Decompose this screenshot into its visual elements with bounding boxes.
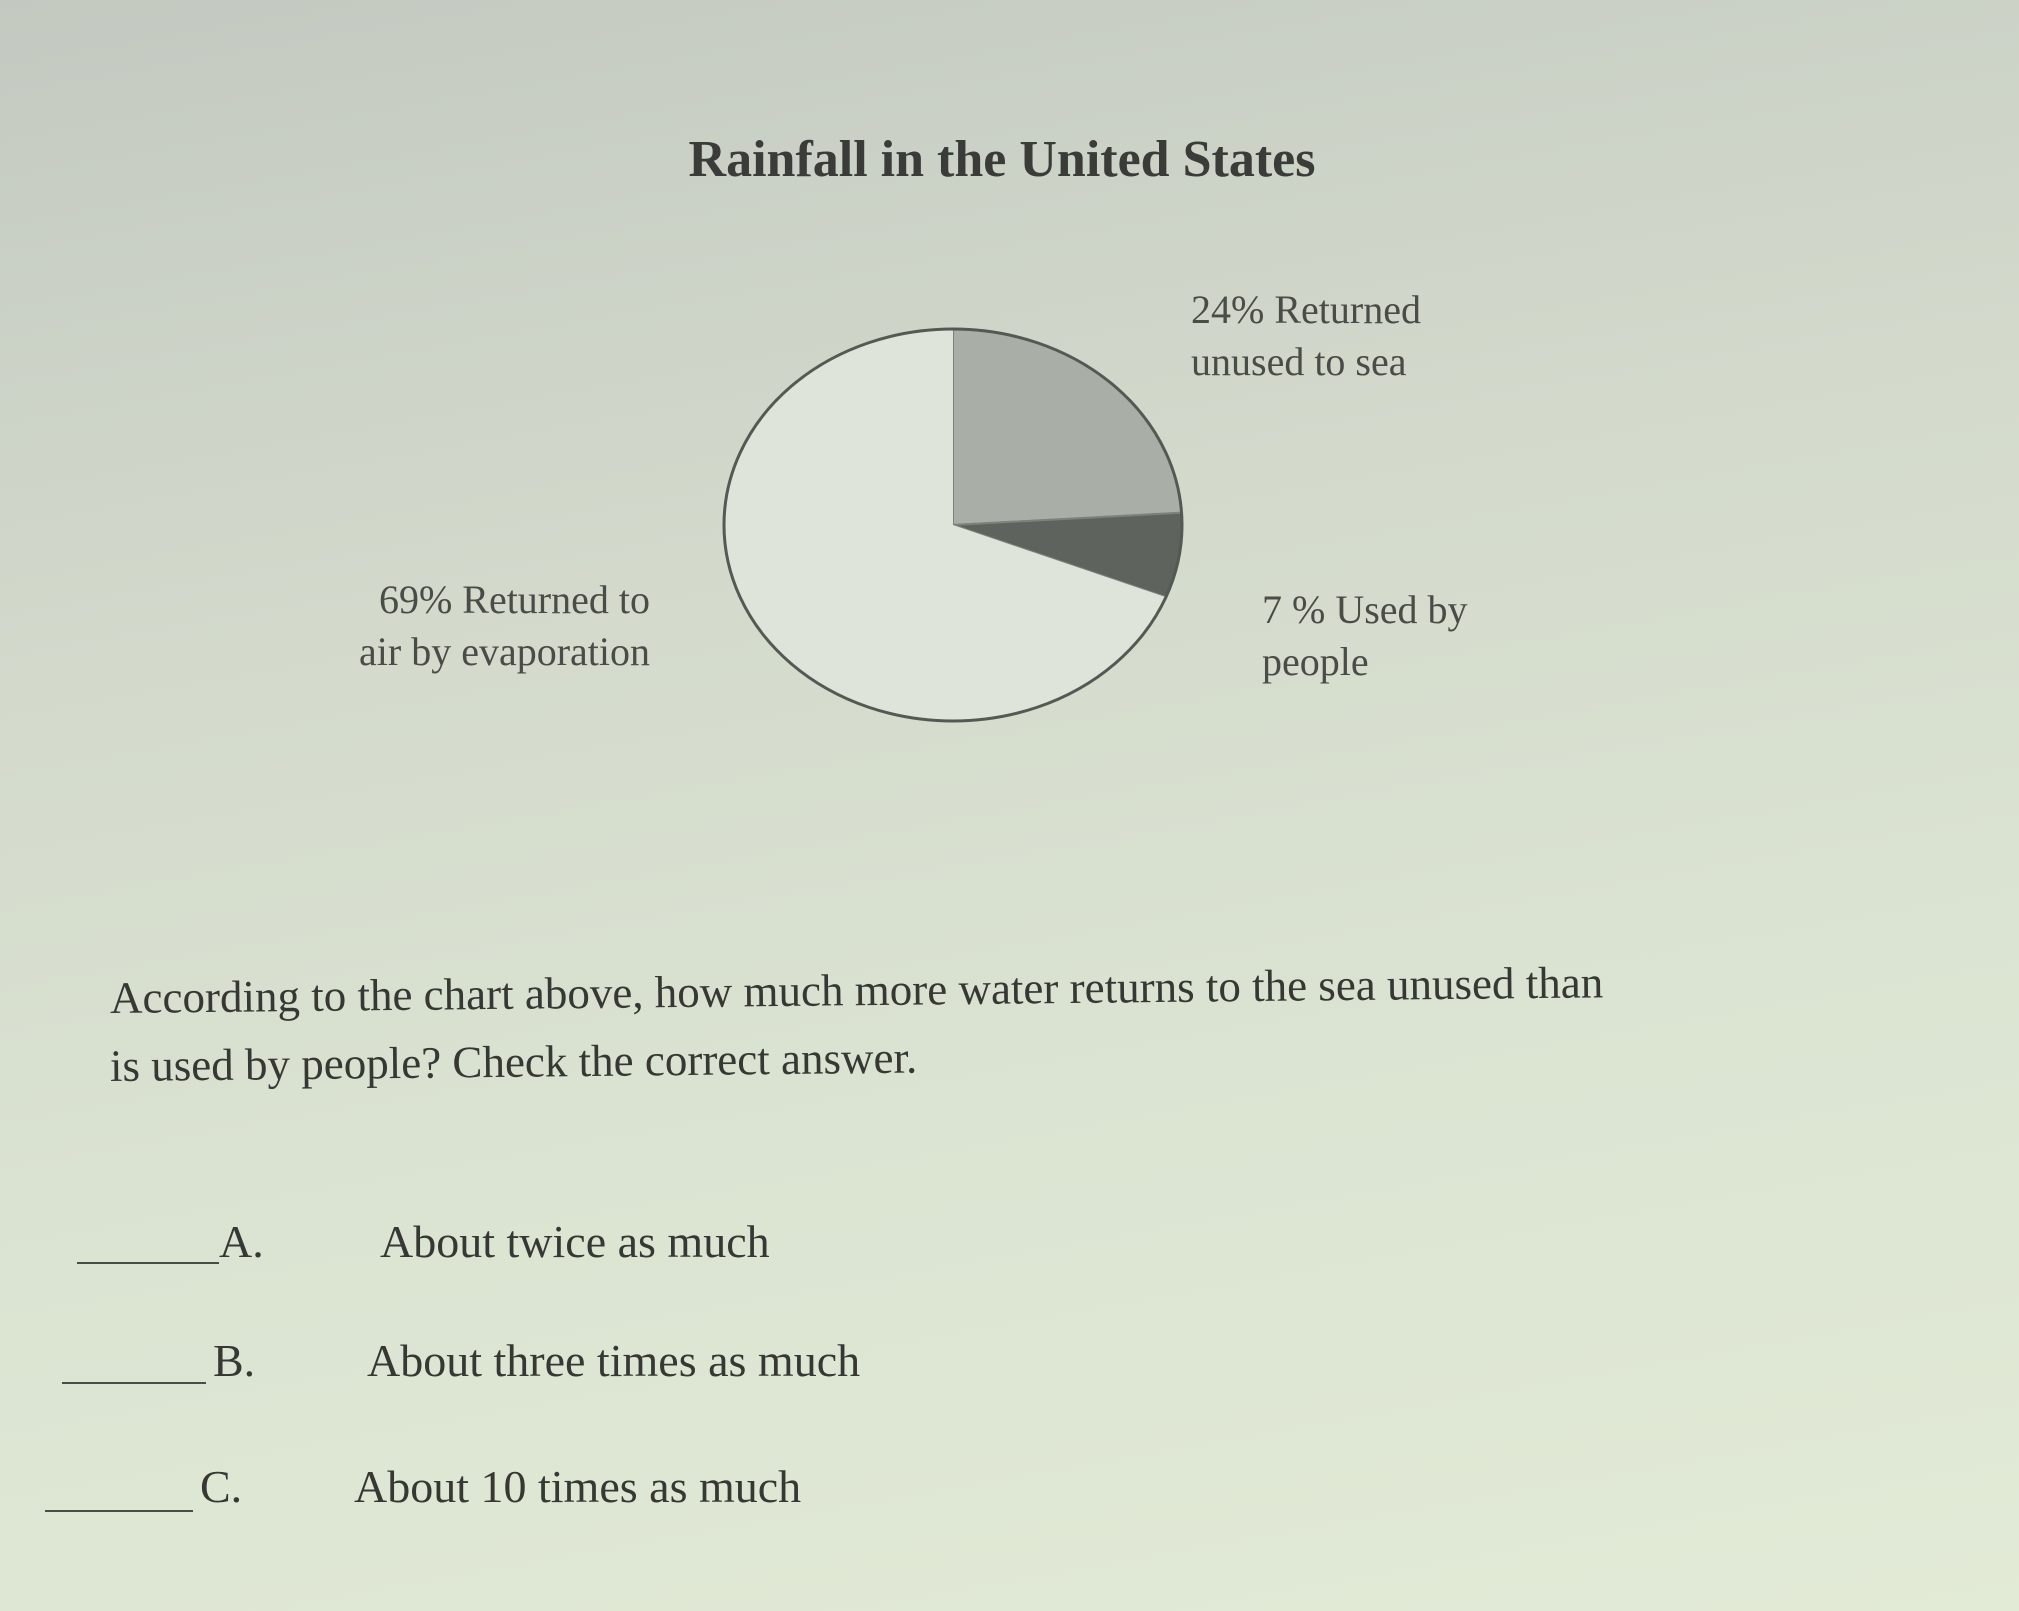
pie-outline [722, 327, 1184, 723]
slice-label-line: 7 % Used by [1262, 587, 1468, 632]
answer-blank[interactable] [62, 1382, 206, 1384]
option-text: About three times as much [367, 1335, 861, 1386]
option-text: About twice as much [380, 1216, 770, 1267]
option-letter: A. [219, 1216, 264, 1267]
slice-label-line: unused to sea [1191, 339, 1407, 384]
slice-label-sea: 24% Returned unused to sea [1191, 284, 1421, 388]
pie-slice [724, 329, 1166, 721]
chart-title: Rainfall in the United States [688, 131, 1316, 188]
pie-slice [952, 327, 1183, 527]
slice-label-line: 24% Returned [1191, 287, 1421, 332]
slice-label-line: people [1262, 639, 1369, 684]
option-letter: C. [200, 1461, 243, 1512]
answer-blank[interactable] [77, 1262, 219, 1264]
question-line-2: is used by people? Check the correct ans… [109, 1032, 918, 1091]
slice-label-line: air by evaporation [359, 629, 650, 674]
slice-label-people: 7 % Used by people [1262, 584, 1468, 688]
answer-blank[interactable] [45, 1510, 193, 1512]
slice-label-evaporation: 69% Returned to air by evaporation [359, 574, 650, 678]
option-letter: B. [213, 1335, 256, 1386]
option-text: About 10 times as much [354, 1461, 802, 1512]
slice-label-line: 69% Returned to [378, 577, 650, 622]
